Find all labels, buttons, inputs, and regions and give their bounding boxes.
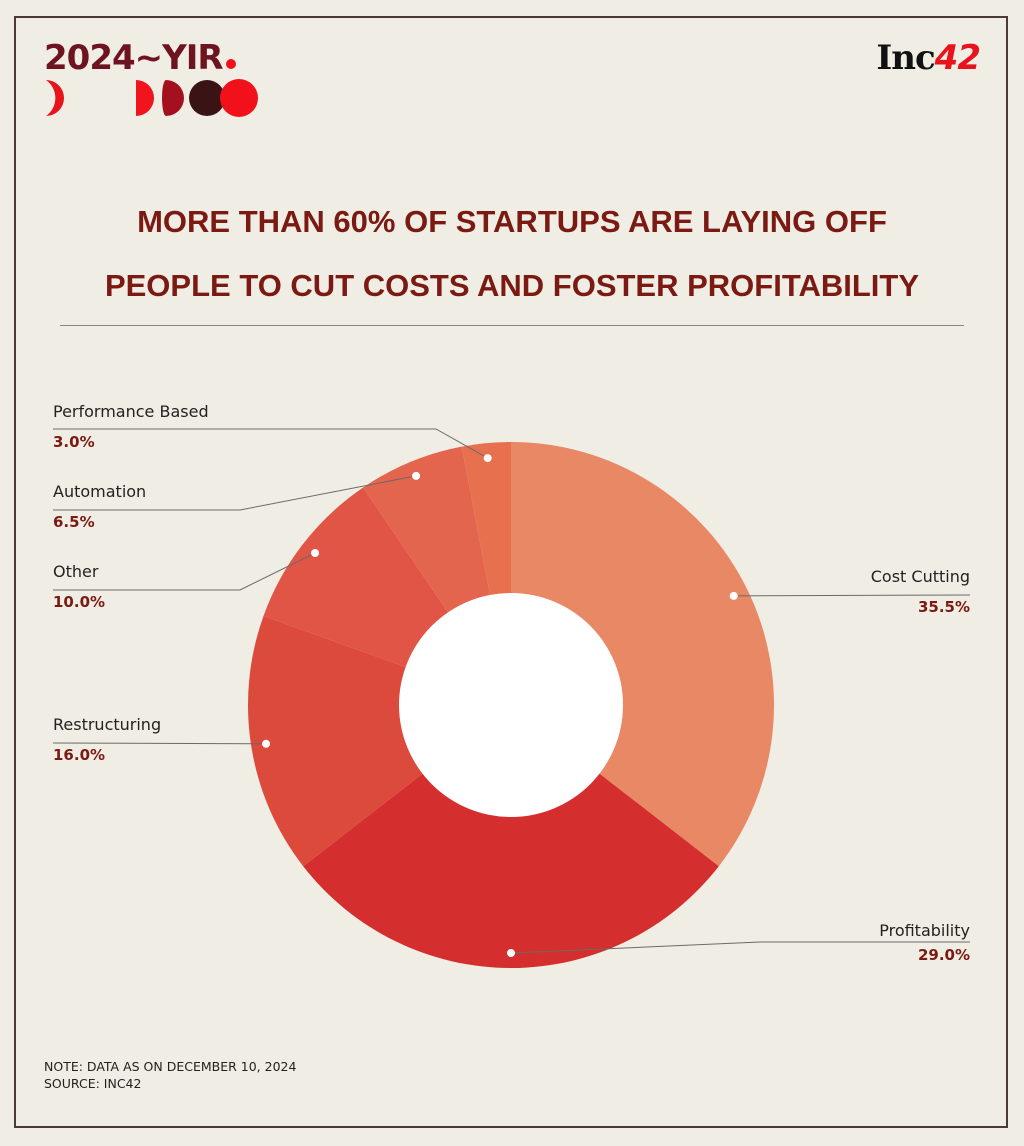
- label-automation: Automation: [53, 482, 147, 501]
- slice-restructuring: [247, 615, 511, 867]
- inc42-logo: Inc42: [876, 38, 981, 78]
- title-line-2: PEOPLE TO CUT COSTS AND FOSTER PROFITABI…: [104, 268, 920, 303]
- value-performance-based: 3.0%: [53, 433, 95, 451]
- footnote: NOTE: DATA AS ON DECEMBER 10, 2024 SOURC…: [44, 1058, 296, 1092]
- leader-line-other: [53, 552, 316, 591]
- label-performance-based: Performance Based: [53, 402, 209, 421]
- value-other: 10.0%: [53, 593, 106, 611]
- leader-line-automation: [53, 475, 417, 511]
- leader-line-cost-cutting: [733, 594, 971, 597]
- leader-dot-performance-based: [483, 454, 492, 463]
- label-profitability: Profitability: [879, 921, 970, 940]
- label-cost-cutting: Cost Cutting: [870, 567, 970, 586]
- title-divider: [60, 325, 964, 326]
- leader-line-profitability: [510, 941, 970, 954]
- slice-profitability: [303, 705, 719, 969]
- value-automation: 6.5%: [53, 513, 95, 531]
- leader-dot-cost-cutting: [729, 591, 738, 600]
- inc-logo-text: Inc: [876, 38, 935, 78]
- donut-hole: [399, 593, 623, 817]
- yir-logo: 2024~YIR: [44, 38, 236, 78]
- note-text: NOTE: DATA AS ON DECEMBER 10, 2024: [44, 1059, 297, 1074]
- logo-dot-icon: [225, 59, 236, 69]
- value-profitability: 29.0%: [917, 946, 970, 964]
- leader-dot-other: [311, 548, 320, 557]
- value-restructuring: 16.0%: [53, 746, 106, 764]
- yir-logo-text: 2024~YIR: [44, 38, 224, 78]
- leader-line-performance-based: [53, 428, 488, 459]
- label-other: Other: [53, 562, 99, 581]
- label-restructuring: Restructuring: [53, 715, 162, 734]
- value-cost-cutting: 35.5%: [917, 598, 970, 616]
- slice-cost-cutting: [511, 442, 775, 867]
- title-line-1: MORE THAN 60% OF STARTUPS ARE LAYING OFF: [137, 204, 887, 239]
- leader-dot-profitability: [507, 949, 515, 957]
- source-text: SOURCE: INC42: [44, 1076, 142, 1091]
- frame-border: [14, 16, 1008, 1128]
- leader-dot-restructuring: [262, 739, 271, 748]
- page-title: MORE THAN 60% OF STARTUPS ARE LAYING OFF…: [40, 190, 984, 318]
- moon-phases-icon: [46, 79, 258, 117]
- leader-line-restructuring: [52, 742, 267, 745]
- inc-logo-number: 42: [934, 38, 981, 78]
- leader-dot-automation: [412, 471, 421, 480]
